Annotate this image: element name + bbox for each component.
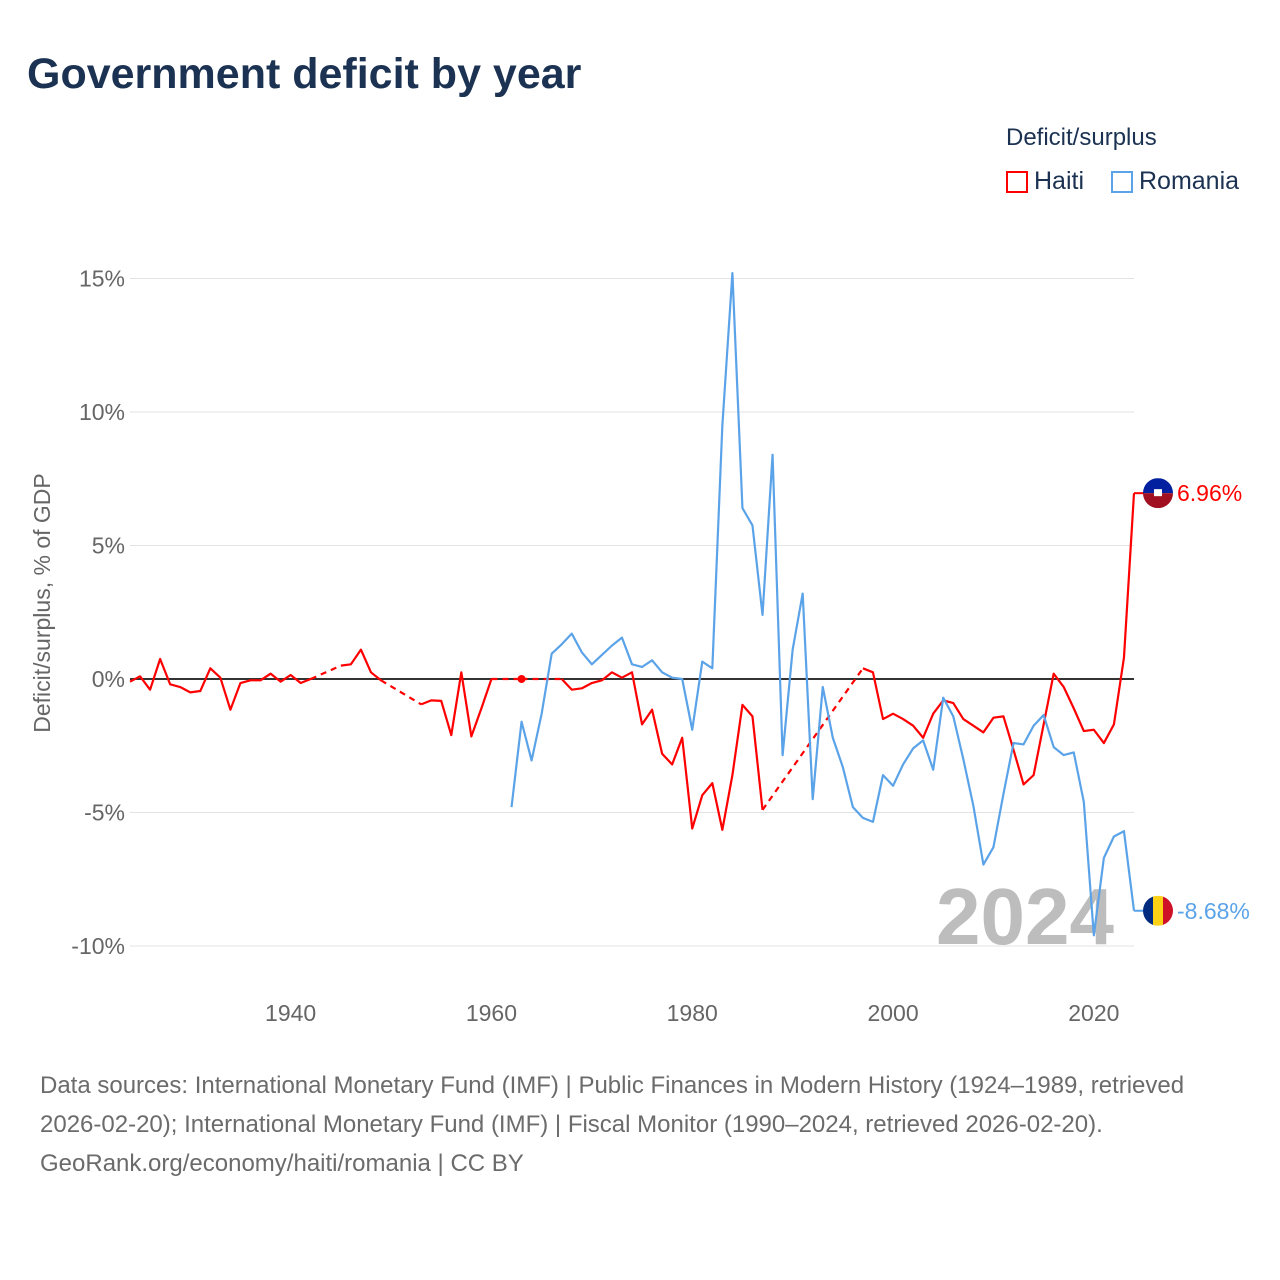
y-axis-label: Deficit/surplus, % of GDP — [29, 473, 55, 732]
legend-label-romania: Romania — [1139, 167, 1240, 195]
series-line-haiti[interactable] — [340, 648, 382, 682]
haiti-flag-icon — [1143, 478, 1173, 509]
legend-swatch-romania — [1111, 170, 1133, 193]
page-title: Government deficit by year — [27, 50, 582, 98]
y-tick-label: 10% — [79, 399, 125, 425]
end-label-romania: -8.68% — [1177, 898, 1250, 924]
x-tick-label: 2000 — [867, 1000, 918, 1026]
x-tick-label: 2020 — [1068, 1000, 1119, 1026]
legend-item-haiti[interactable]: Haiti — [1006, 167, 1084, 196]
series-line-haiti[interactable] — [129, 657, 312, 711]
series-line-haiti[interactable] — [862, 493, 1136, 786]
x-tick-label: 1940 — [265, 1000, 316, 1026]
series-gap-haiti — [761, 667, 864, 811]
y-tick-label: 15% — [79, 266, 125, 292]
y-tick-label: -10% — [71, 933, 125, 959]
legend-swatch-haiti — [1006, 170, 1028, 193]
data-sources: Data sources: International Monetary Fun… — [40, 1072, 1185, 1138]
y-tick-label: 5% — [92, 533, 125, 559]
footer: Data sources: International Monetary Fun… — [40, 1066, 1240, 1183]
legend-item-romania[interactable]: Romania — [1111, 167, 1239, 196]
y-tick-label: -5% — [84, 800, 125, 826]
legend-label-haiti: Haiti — [1034, 167, 1085, 195]
series-gap-haiti — [310, 664, 342, 681]
series-line-haiti[interactable] — [420, 671, 493, 738]
romania-flag-icon — [1143, 895, 1173, 926]
legend-title: Deficit/surplus — [1006, 124, 1157, 151]
x-tick-label: 1960 — [466, 1000, 517, 1026]
series-line-romania[interactable] — [510, 272, 1136, 937]
y-tick-label: 0% — [92, 666, 125, 692]
x-tick-label: 1980 — [667, 1000, 718, 1026]
end-label-haiti: 6.96% — [1177, 480, 1242, 506]
credit-link[interactable]: GeoRank.org/economy/haiti/romania | CC B… — [40, 1150, 524, 1177]
data-point-haiti — [517, 675, 526, 683]
series-line-haiti[interactable] — [560, 671, 764, 831]
year-watermark: 2024 — [936, 872, 1114, 961]
series-gap-haiti — [380, 679, 422, 706]
